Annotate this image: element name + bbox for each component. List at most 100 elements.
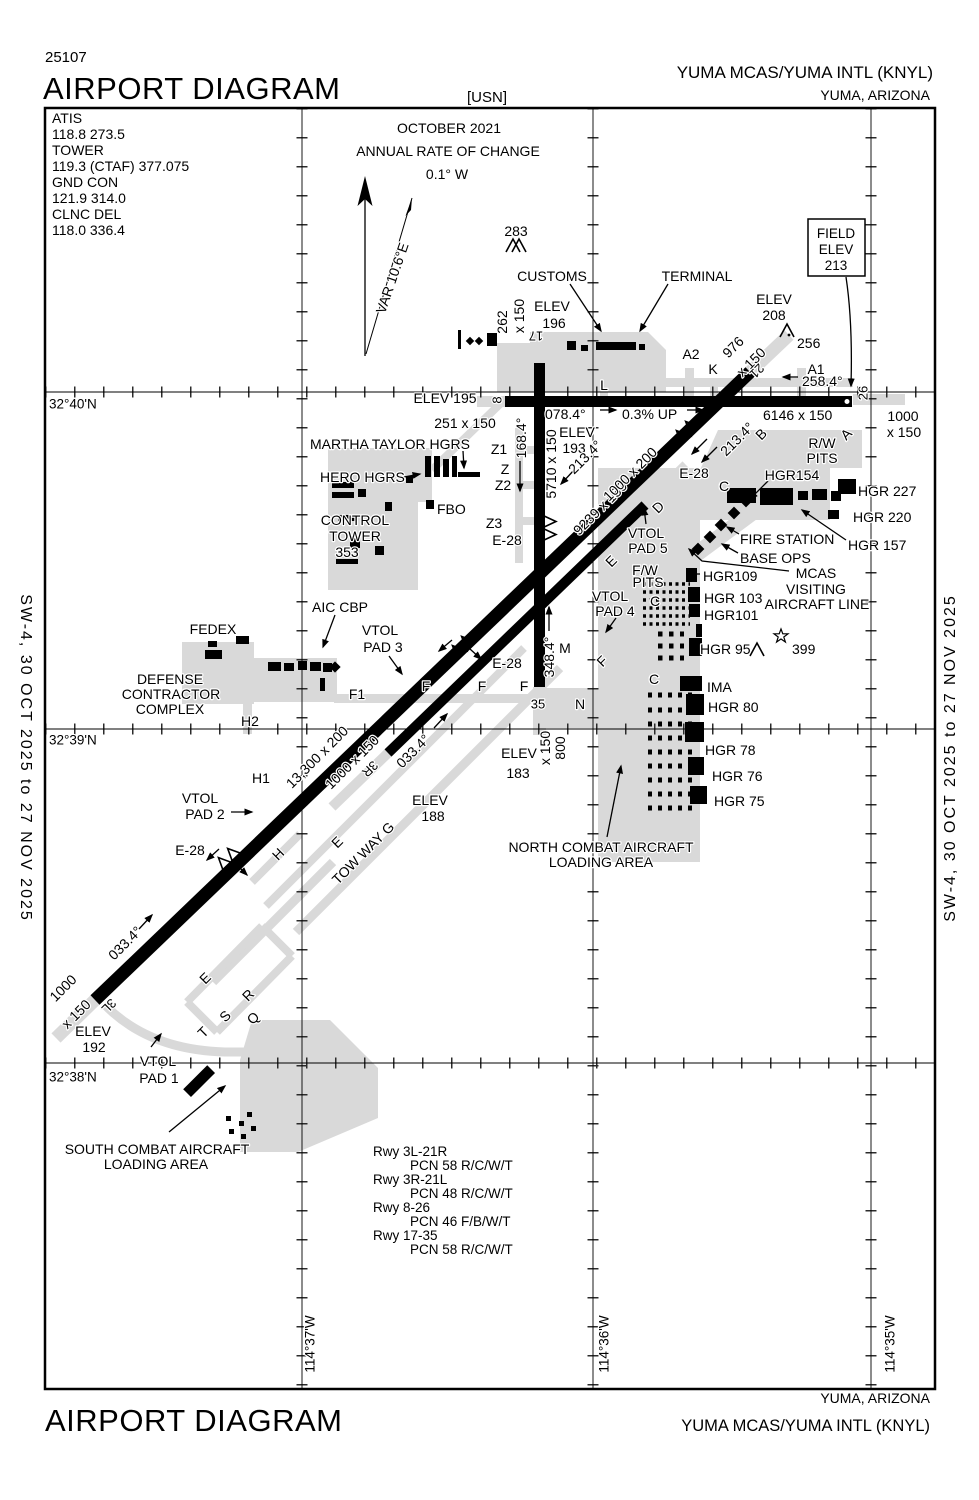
label-dim-5710: 5710 x 150 <box>543 429 559 498</box>
label-twy-M: M <box>559 640 571 656</box>
label-ima: IMA <box>707 679 733 695</box>
label-obstacle-283: 283 <box>504 223 528 239</box>
arresting-gear-icon-2 <box>451 635 477 661</box>
label-rwy26: 26 <box>856 386 871 400</box>
label-south-combat-2: LOADING AREA <box>104 1156 209 1172</box>
label-base-ops: BASE OPS <box>740 550 811 566</box>
label-hgr154: HGR154 <box>765 467 820 483</box>
label-hgr109: HGR109 <box>703 568 758 584</box>
label-ct-2: TOWER <box>329 528 381 544</box>
arresting-gear-icon-1 <box>675 420 701 446</box>
label-elev-208b: 208 <box>762 307 786 323</box>
label-twy-Z3: Z3 <box>486 515 503 531</box>
label-e28-3: E-28 <box>492 655 522 671</box>
label-var: VAR 10.6°E <box>372 240 411 315</box>
label-elev-188b: 188 <box>421 808 445 824</box>
comm-line: TOWER <box>52 142 104 158</box>
label-lat-3240: 32°40'N <box>49 397 97 412</box>
label-hdg-258: 258.4° <box>802 373 843 389</box>
label-ovr-3La: 1000 <box>46 971 79 1004</box>
label-lon-11437: 114°37'W <box>303 1315 318 1373</box>
obstruction-icon-256 <box>779 322 795 338</box>
page-footer: AIRPORT DIAGRAM YUMA, ARIZONA YUMA MCAS/… <box>44 1389 932 1439</box>
page-header: 25107 AIRPORT DIAGRAM [USN] YUMA MCAS/YU… <box>42 48 934 107</box>
runway-3R-21L <box>384 501 649 757</box>
label-rw-pits-b: PITS <box>806 450 837 466</box>
label-obstacle-399: 399 <box>792 641 816 657</box>
label-twy-Z2: Z2 <box>495 477 512 493</box>
label-elev-183b: 183 <box>506 765 530 781</box>
label-vtol4b: PAD 4 <box>595 603 635 619</box>
label-terminal: TERMINAL <box>662 268 733 284</box>
label-mcas-2: VISITING <box>786 581 846 597</box>
label-twy-A2: A2 <box>682 346 699 362</box>
chart-number: 25107 <box>45 49 87 66</box>
label-fbo: FBO <box>437 501 466 517</box>
label-rwy35: 35 <box>531 697 545 712</box>
label-twy-K: K <box>708 361 718 377</box>
label-martha: MARTHA TAYLOR HGRS <box>310 436 470 452</box>
arresting-gear-icon-3 <box>217 847 243 873</box>
label-twy-Z: Z <box>501 461 510 477</box>
label-elev-188a: ELEV <box>412 792 448 808</box>
field-elev-box: FIELD ELEV 213 <box>807 218 866 277</box>
field-elev-line1: FIELD <box>817 226 856 241</box>
label-grade-up: 0.3% UP <box>622 406 677 422</box>
comm-line: 118.8 273.5 <box>52 126 125 142</box>
label-dcc-2: CONTRACTOR <box>122 686 221 702</box>
grid-lines <box>45 108 935 1388</box>
label-vtol3b: PAD 3 <box>363 639 403 655</box>
label-hero: HERO HGRS <box>320 469 405 485</box>
label-dim-8-26: 6146 x 150 <box>763 407 832 423</box>
label-rwy8: 8 <box>490 396 505 403</box>
label-e28-1: E-28 <box>679 465 709 481</box>
label-twy-C1: C <box>719 478 729 494</box>
label-dcc-1: DEFENSE <box>137 671 203 687</box>
label-ovr-976a: 976 <box>719 333 747 361</box>
label-e28-2: E-28 <box>492 532 522 548</box>
label-vtol1a: VTOL <box>140 1053 177 1069</box>
taxiway-network <box>51 330 905 1152</box>
label-rwy17: 17 <box>529 329 543 344</box>
label-rw-pits-a: R/W <box>808 435 836 451</box>
label-hgr78: HGR 78 <box>705 742 756 758</box>
label-elev-183a: ELEV <box>501 745 537 761</box>
label-twy-F1: F1 <box>349 686 366 702</box>
airport-city: YUMA, ARIZONA <box>820 87 930 103</box>
label-twy-N: N <box>575 696 585 712</box>
pcn-value: PCN 58 R/C/W/T <box>410 1158 513 1173</box>
runway-26-end-dot <box>843 398 851 405</box>
org-label: [USN] <box>467 89 507 106</box>
label-fw-pits-b: PITS <box>632 574 663 590</box>
label-twy-C3: C <box>649 671 659 687</box>
label-hgr220: HGR 220 <box>853 509 912 525</box>
edition-date-left: SW-4, 30 OCT 2025 to 27 NOV 2025 <box>17 594 34 922</box>
label-vtol2a: VTOL <box>182 790 219 806</box>
field-elev-line2: ELEV <box>819 242 854 257</box>
label-hdg-168: 168.4° <box>513 418 529 459</box>
label-obstacle-256: 256 <box>797 335 821 351</box>
label-hgr80: HGR 80 <box>708 699 759 715</box>
pcn-value: PCN 48 R/C/W/T <box>410 1186 513 1201</box>
label-lat-3239: 32°39'N <box>49 733 97 748</box>
label-twy-Z1: Z1 <box>491 441 508 457</box>
label-vtol3a: VTOL <box>362 622 399 638</box>
label-lon-11436: 114°36'W <box>597 1315 612 1373</box>
label-fw-pits-a: F/W <box>632 562 658 578</box>
aircraft-parking-rows <box>643 582 692 811</box>
label-twy-H1: H1 <box>252 770 270 786</box>
label-twy-H2: H2 <box>241 713 259 729</box>
label-north-combat-1: NORTH COMBAT AIRCRAFT <box>508 839 694 855</box>
label-hgr75: HGR 75 <box>714 793 765 809</box>
label-elev-196a: ELEV <box>534 298 570 314</box>
north-arrow-icon <box>357 176 373 356</box>
label-fire-station: FIRE STATION <box>740 531 834 547</box>
runway-8-26 <box>505 396 852 407</box>
label-elev-193b: 193 <box>562 440 586 456</box>
label-ovr-800a: 800 <box>552 736 568 760</box>
pcn-value: PCN 58 R/C/W/T <box>410 1242 513 1257</box>
label-mcas-3: AIRCRAFT LINE <box>765 596 870 612</box>
airport-name: YUMA MCAS/YUMA INTL (KNYL) <box>677 63 933 82</box>
comm-frequencies: ATIS 118.8 273.5 TOWER 119.3 (CTAF) 377.… <box>51 109 190 239</box>
pcn-rwy: Rwy 17-35 <box>373 1228 438 1243</box>
